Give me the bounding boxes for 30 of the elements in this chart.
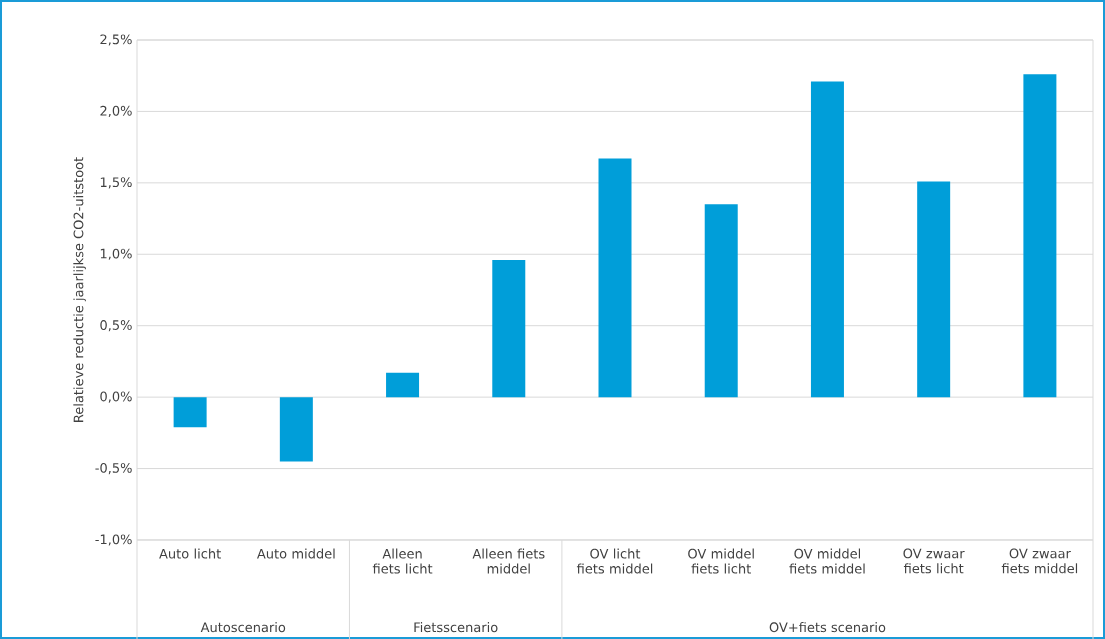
y-tick-label: 1,0% <box>100 248 132 260</box>
y-tick-label: 1,5% <box>100 177 132 189</box>
bar <box>810 81 844 398</box>
bar <box>598 158 632 398</box>
x-tick-label: Alleen fiets licht <box>372 548 433 574</box>
bar <box>917 181 951 398</box>
text: Autoscenario <box>200 622 286 633</box>
y-tick-label: 0,5% <box>100 320 132 332</box>
bar <box>1023 74 1057 398</box>
bar <box>173 397 207 428</box>
text: OV+fiets scenario <box>769 622 886 633</box>
y-tick-label: -0,5% <box>95 462 132 475</box>
bar <box>386 372 420 398</box>
x-tick-label: OV middel fiets middel <box>789 548 865 574</box>
bar <box>492 259 526 398</box>
x-tick-label: Auto licht <box>159 548 221 559</box>
x-tick-label: Alleen fiets middel <box>472 548 545 574</box>
x-tick-label: OV middel fiets licht <box>688 548 754 574</box>
y-axis-title: Relatieve reductie jaarlijkse CO2-uitstoot <box>73 157 86 422</box>
y-tick-label: 0,0% <box>100 391 132 403</box>
x-tick-label: Auto middel <box>257 548 335 559</box>
x-tick-label: OV zwaar fiets licht <box>903 548 965 574</box>
x-tick-label: OV licht fiets middel <box>576 548 653 574</box>
x-tick-label: OV zwaar fiets middel <box>1001 548 1078 574</box>
bar <box>279 397 313 462</box>
text: Fietsscenario <box>414 622 498 633</box>
y-tick-label: 2,0% <box>100 105 132 117</box>
bar <box>704 204 738 398</box>
y-tick-label: 2,5% <box>100 34 132 46</box>
y-tick-label: -1,0% <box>95 534 132 546</box>
